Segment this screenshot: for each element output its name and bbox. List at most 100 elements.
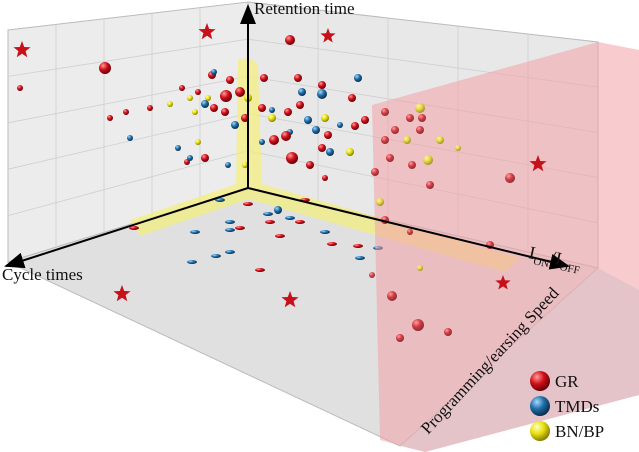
sphere-gr [318,144,326,152]
projection-gr [353,244,363,248]
sphere-gr [286,152,298,164]
projection-gr [255,268,265,272]
projection-gr [129,226,139,230]
sphere-bnbp [187,95,193,101]
projection-tmds [225,250,235,254]
sphere-gr [296,101,304,109]
sphere-gr [406,114,414,122]
projection-gr [327,242,337,246]
projection-tmds [355,256,365,260]
sphere-bnbp [415,103,425,113]
sphere-tmds [274,206,282,214]
star-icon [198,23,216,40]
sphere-gr [387,291,397,301]
ion-ioff-axis [247,187,570,270]
sphere-tmds [259,139,265,145]
projection-tmds [285,216,295,220]
sphere-bnbp [321,114,329,122]
sphere-tmds [326,148,334,156]
sphere-gr [381,108,389,116]
projection-tmds [215,198,225,202]
legend-label: TMDs [555,397,599,416]
sphere-gr [351,122,359,130]
highlight-cycle [130,180,252,236]
legend-label: GR [555,372,579,391]
sphere-tmds [317,89,327,99]
sphere-gr [107,115,113,121]
sphere-bnbp [167,101,173,107]
sphere-gr [306,161,314,169]
sphere-gr [408,161,416,169]
projection-gr [275,234,285,238]
sphere-tmds [312,126,320,134]
sphere-gr [407,229,413,235]
sphere-bnbp [242,162,248,168]
sphere-tmds [337,122,343,128]
svg-text:ION/IOFF: ION/IOFF [526,242,583,277]
sphere-gr [220,90,232,102]
cycle-axis [4,187,249,269]
sphere-gr [426,181,434,189]
sphere-tmds [231,121,239,129]
sphere-tmds [211,69,217,75]
sphere-gr [294,74,302,82]
sphere-gr [505,173,515,183]
sphere-gr [412,319,424,331]
sphere-gr [99,62,111,74]
sphere-tmds [187,155,193,161]
sphere-gr [147,105,153,111]
sphere-gr [221,108,229,116]
sphere-gr [391,126,399,134]
sphere-bnbp [268,114,276,122]
sphere-tmds [201,100,209,108]
star-icon [113,285,131,302]
sphere-gr [260,74,268,82]
sphere-bnbp [205,95,211,101]
sphere-gr [201,154,209,162]
projection-gr [243,202,253,206]
projection-tmds [190,230,200,234]
sphere-bnbp [423,155,433,165]
star-icon [529,155,547,172]
sphere-gr [284,108,292,116]
sphere-gr [235,87,245,97]
sphere-tmds [127,135,133,141]
star-icon [13,41,31,58]
sphere-tmds [298,88,306,96]
sphere-gr [226,76,234,84]
sphere-bnbp [346,148,354,156]
sphere-gr [210,104,218,112]
legend-swatch-gr [530,371,550,391]
projection-tmds [263,212,273,216]
sphere-gr [318,81,326,89]
legend-swatch-bnbp [530,421,550,441]
star-icon [495,275,511,290]
sphere-gr [348,94,356,102]
sphere-gr [179,85,185,91]
projection-tmds [225,220,235,224]
speed-slab-floor [400,268,639,452]
sphere-gr [285,35,295,45]
retention-label: Retention time [254,0,355,18]
sphere-tmds [354,74,362,82]
sphere-gr [396,334,404,342]
sphere-gr [444,328,452,336]
sphere-gr [361,116,369,124]
sphere-gr [381,136,389,144]
sphere-gr [17,85,23,91]
sphere-bnbp [436,136,444,144]
sphere-gr [371,168,379,176]
legend: GR TMDs BN/BP [530,371,604,441]
projection-gr [295,220,305,224]
projection-tmds [225,228,235,232]
sphere-bnbp [455,145,461,151]
sphere-gr [369,272,375,278]
ion-ioff-label: ION/IOFF [526,242,583,277]
sphere-gr [195,89,201,95]
sphere-gr [418,114,426,122]
sphere-gr [322,175,328,181]
sphere-bnbp [417,265,423,271]
cycle-label: Cycle times [2,265,83,284]
